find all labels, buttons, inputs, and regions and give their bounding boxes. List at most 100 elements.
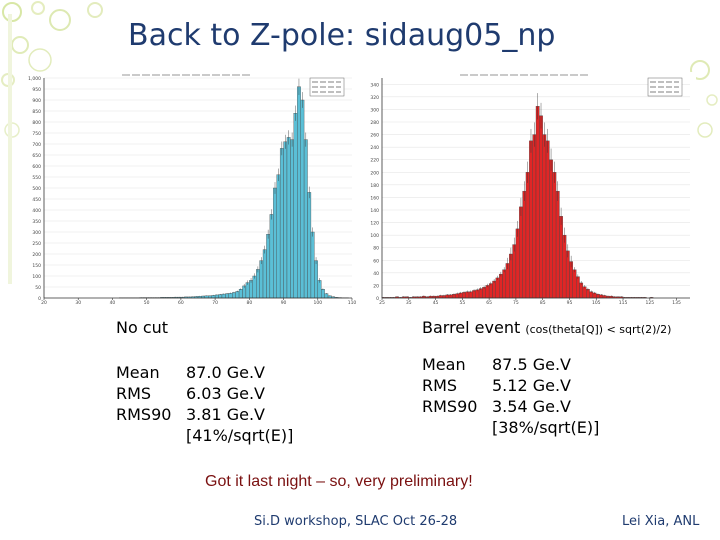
y-tick-label: 400: [32, 208, 41, 214]
x-tick-label: 30: [75, 300, 81, 304]
histogram-bar: [539, 115, 543, 299]
y-tick-label: 240: [370, 145, 379, 151]
histogram-bar: [545, 140, 550, 299]
histogram-bar: [235, 291, 240, 299]
stat-resolution: [41%/sqrt(E)]: [186, 426, 294, 445]
slide-title: Back to Z-pole: sidaug05_np: [128, 18, 556, 53]
histogram-bar: [492, 280, 497, 299]
histogram-bar: [549, 159, 553, 299]
x-tick-label: 70: [212, 300, 218, 304]
x-tick-label: 90: [281, 300, 287, 304]
y-tick-label: 320: [370, 95, 379, 101]
histogram-no-cut: 0 50 100 150 200 250 300 350 400 450 500 550 600 650 7…: [22, 72, 358, 304]
y-tick-label: 350: [32, 219, 41, 225]
histogram-bar: [582, 286, 587, 299]
histogram-bar: [283, 141, 288, 299]
stat-value: 87.5 Ge.V: [492, 355, 571, 374]
histogram-bar: [495, 277, 500, 299]
stat-value: 6.03 Ge.V: [186, 384, 265, 403]
y-tick-label: 180: [370, 183, 379, 189]
histogram-bar: [572, 269, 577, 299]
x-tick-label: 65: [486, 300, 492, 304]
y-tick-label: 850: [32, 109, 41, 115]
x-tick-label: 105: [592, 300, 601, 304]
histogram-bar: [488, 283, 493, 299]
y-tick-label: 160: [370, 195, 379, 201]
stat-value: 5.12 Ge.V: [492, 376, 571, 395]
histogram-bar: [221, 293, 226, 299]
y-tick-label: 280: [370, 120, 379, 126]
histogram-bar: [225, 293, 229, 299]
y-tick-label: 120: [370, 221, 379, 227]
histogram-bar: [552, 172, 557, 299]
footer-event: Si.D workshop, SLAC Oct 26-28: [254, 514, 458, 529]
histogram-bar: [562, 234, 567, 299]
y-tick-label: 600: [32, 164, 41, 170]
histogram-bar: [252, 275, 257, 299]
y-tick-label: 750: [32, 131, 41, 137]
x-tick-label: 60: [178, 300, 184, 304]
y-tick-label: 700: [32, 142, 41, 148]
histogram-bar: [297, 86, 301, 299]
histogram-bar: [262, 249, 267, 299]
stats-no-cut: Mean 87.0 Ge.V RMS 6.03 Ge.V RMS90 3.81 Ge.…: [116, 362, 293, 446]
histogram-bar: [303, 139, 308, 299]
y-tick-label: 950: [32, 87, 41, 93]
stat-label: RMS90: [116, 405, 172, 424]
y-tick-label: 300: [32, 230, 41, 236]
preliminary-note: Got it last night – so, very preliminary…: [205, 473, 473, 490]
histogram-bar: [317, 280, 322, 299]
histogram-bar: [575, 276, 580, 299]
histogram-bar: [256, 269, 260, 299]
y-tick-label: 200: [32, 252, 41, 258]
histogram-bar: [266, 234, 271, 299]
histogram-bar: [293, 113, 298, 299]
histogram-bar: [498, 273, 503, 299]
x-tick-label: 115: [619, 300, 628, 304]
x-tick-label: 45: [433, 300, 439, 304]
histogram-bar: [232, 292, 236, 299]
x-tick-label: 25: [379, 300, 385, 304]
x-tick-label: 125: [646, 300, 655, 304]
panel-label-barrel: Barrel event (cos(theta[Q]) < sqrt(2)/2): [422, 318, 672, 337]
histogram-bar: [509, 253, 513, 299]
stat-value: 87.0 Ge.V: [186, 363, 265, 382]
y-tick-label: 60: [373, 258, 379, 264]
stats-barrel: Mean 87.5 Ge.V RMS 5.12 Ge.V RMS90 3.54 Ge.…: [422, 354, 599, 438]
stat-value: 3.81 Ge.V: [186, 405, 265, 424]
y-tick-label: 50: [35, 285, 41, 291]
histogram-bar: [555, 190, 560, 299]
x-tick-label: 75: [513, 300, 519, 304]
histogram-bar: [532, 134, 537, 299]
histogram-bar: [273, 187, 277, 299]
histogram-bar: [515, 228, 520, 299]
y-tick-label: 340: [370, 82, 379, 88]
stats-box: [647, 77, 683, 97]
x-tick-label: 20: [41, 300, 47, 304]
x-tick-label: 95: [567, 300, 573, 304]
histogram-bar: [249, 280, 253, 299]
histogram-bar: [238, 289, 243, 299]
histogram-bar: [522, 190, 527, 299]
histogram-bar: [290, 139, 294, 299]
stat-label: Mean: [422, 355, 466, 374]
histogram-bar: [485, 285, 490, 299]
histogram-bar: [542, 134, 547, 299]
y-tick-label: 20: [373, 283, 379, 289]
histogram-bar: [324, 293, 329, 299]
footer-author: Lei Xia, ANL: [622, 514, 700, 529]
y-tick-label: 1,000: [28, 76, 41, 82]
y-tick-label: 300: [370, 107, 379, 113]
panel-label-no-cut: No cut: [116, 318, 169, 337]
histogram-bar: [519, 206, 523, 299]
histogram-bar: [228, 292, 233, 299]
x-tick-label: 85: [540, 300, 546, 304]
histogram-barrel-svg: 0 20 40 60 80 100 120 140 160 180 200 220 240 260 280 3…: [370, 74, 690, 304]
histogram-bar: [502, 269, 507, 299]
y-tick-label: 200: [370, 170, 379, 176]
y-tick-label: 140: [370, 208, 379, 214]
histogram-bar: [269, 214, 274, 299]
y-tick-label: 0: [38, 296, 41, 302]
histogram-bar: [565, 250, 570, 299]
